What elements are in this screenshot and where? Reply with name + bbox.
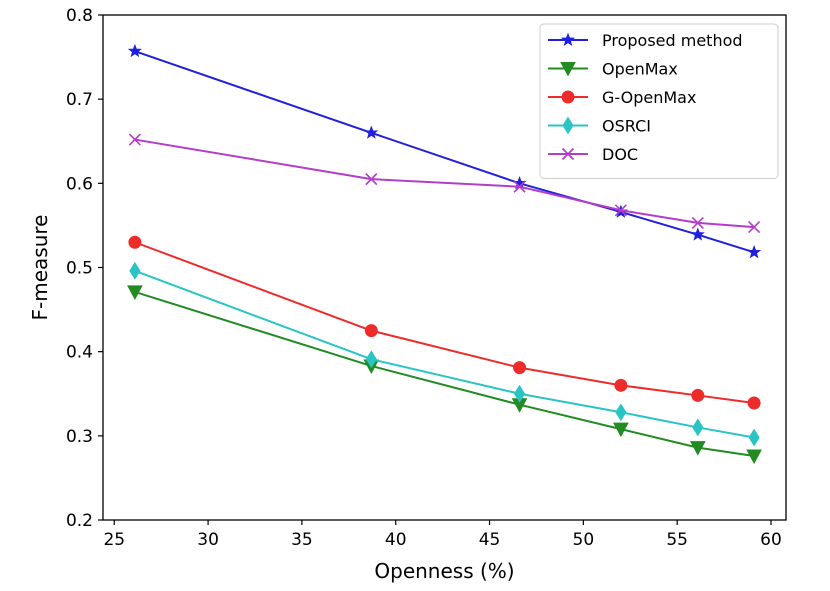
legend-label: DOC: [602, 145, 638, 164]
legend: Proposed method OpenMax G-OpenMax OSRCI DOC: [539, 23, 779, 179]
legend-label: Proposed method: [602, 31, 743, 50]
data-point: [692, 418, 704, 437]
data-point: [128, 133, 141, 146]
legend-label: OpenMax: [602, 60, 678, 79]
legend-item: Proposed method: [548, 31, 743, 50]
data-point: [747, 244, 762, 259]
data-point: [513, 180, 526, 193]
x-tick-label: 25: [103, 530, 125, 550]
y-axis-label: F-measure: [28, 215, 52, 321]
data-point: [690, 227, 705, 241]
legend-label: G-OpenMax: [602, 88, 696, 107]
data-point: [747, 396, 761, 410]
x-axis-ticks: 25 30 35 40 45 50 55 60: [103, 520, 782, 550]
data-point: [614, 378, 628, 392]
data-point: [513, 361, 527, 375]
x-tick-label: 50: [573, 530, 595, 550]
legend-marker: [561, 147, 575, 161]
series-4: [128, 133, 761, 234]
data-point: [748, 221, 761, 234]
legend-marker: [560, 62, 576, 77]
x-tick-label: 30: [197, 530, 219, 550]
data-point: [613, 422, 629, 438]
data-point: [365, 350, 377, 369]
data-point: [513, 384, 526, 403]
legend-item: G-OpenMax: [548, 88, 696, 107]
legend-marker: [561, 32, 575, 46]
x-tick-label: 60: [760, 530, 782, 550]
data-point: [615, 403, 627, 422]
series-3: [129, 261, 760, 447]
data-point: [691, 216, 704, 229]
x-tick-label: 55: [666, 530, 688, 550]
y-tick-label: 0.7: [66, 90, 93, 110]
legend-box: [539, 23, 779, 179]
legend-marker: [562, 116, 574, 135]
data-point: [127, 285, 143, 300]
legend-marker: [561, 90, 575, 104]
y-tick-label: 0.5: [66, 259, 93, 279]
x-tick-label: 35: [291, 530, 313, 550]
series-line: [133, 269, 756, 439]
y-axis-ticks: 0.2 0.3 0.4 0.5 0.6 0.7 0.8: [66, 6, 103, 531]
data-point: [129, 261, 141, 280]
x-axis-label: Openness (%): [374, 559, 514, 583]
data-point: [746, 449, 762, 465]
y-tick-label: 0.8: [66, 6, 93, 26]
x-tick-label: 45: [479, 530, 501, 550]
data-point: [365, 173, 378, 186]
y-tick-label: 0.6: [66, 174, 93, 194]
x-tick-label: 40: [385, 530, 407, 550]
data-point: [689, 441, 706, 456]
y-tick-label: 0.4: [66, 343, 93, 363]
data-point: [128, 235, 142, 249]
y-tick-label: 0.3: [66, 427, 93, 447]
series-2: [128, 235, 761, 410]
series-line: [133, 138, 756, 229]
series-line: [133, 241, 756, 405]
data-point: [364, 125, 379, 139]
data-point: [364, 324, 378, 338]
legend-item: OpenMax: [548, 60, 678, 79]
y-tick-label: 0.2: [66, 511, 93, 531]
series-line: [133, 290, 756, 458]
data-point: [691, 388, 705, 402]
data-point: [614, 204, 627, 217]
series-1: [127, 285, 762, 465]
data-point: [748, 428, 760, 447]
data-point: [127, 43, 142, 58]
legend-label: OSRCI: [602, 117, 651, 136]
legend-item: DOC: [548, 145, 638, 164]
series-layer: [127, 43, 762, 465]
legend-item: OSRCI: [548, 117, 651, 136]
